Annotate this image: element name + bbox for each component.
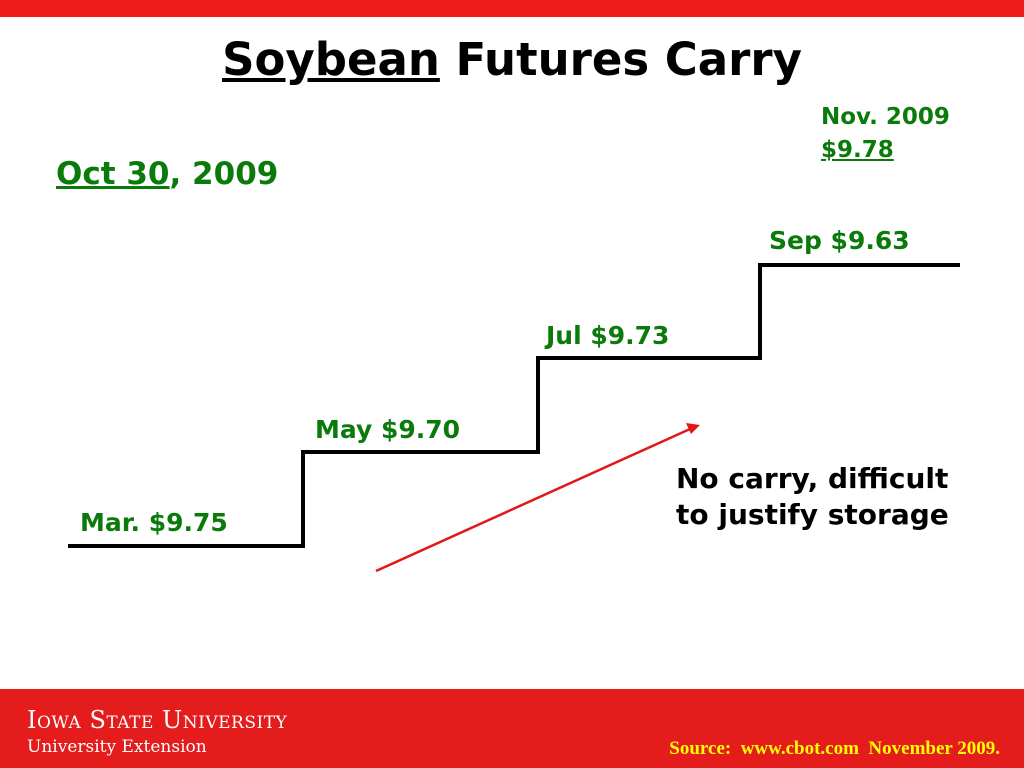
title-rest: Futures Carry bbox=[439, 33, 802, 86]
date-underlined: Oct 30 bbox=[56, 156, 170, 192]
step-label-sep: Sep $9.63 bbox=[769, 226, 910, 255]
price-staircase-line bbox=[68, 263, 960, 548]
trend-arrow-line bbox=[375, 427, 691, 573]
step-label-may: May $9.70 bbox=[315, 415, 461, 444]
carry-note-line1: No carry, difficult bbox=[676, 462, 949, 495]
trend-arrow-head bbox=[686, 423, 700, 434]
carry-note: No carry, difficult to justify storage bbox=[676, 461, 949, 533]
top-red-bar bbox=[0, 0, 1024, 17]
university-extension: University Extension bbox=[27, 737, 207, 757]
title-underlined-word: Soybean bbox=[222, 33, 440, 86]
source-citation: Source: www.cbot.com November 2009. bbox=[669, 738, 1000, 759]
step-label-mar: Mar. $9.75 bbox=[80, 508, 228, 537]
page-title: Soybean Futures Carry bbox=[0, 30, 1024, 90]
nov-value: $9.78 bbox=[821, 137, 894, 163]
university-name: Iowa State University bbox=[27, 706, 288, 734]
carry-note-line2: to justify storage bbox=[676, 498, 949, 531]
nov-label: Nov. 2009 bbox=[821, 104, 950, 130]
step-label-jul: Jul $9.73 bbox=[546, 321, 670, 350]
nov-2009-price: Nov. 2009 $9.78 bbox=[821, 101, 950, 167]
date-year: , 2009 bbox=[169, 156, 279, 192]
date-label: Oct 30, 2009 bbox=[56, 153, 278, 195]
footer-bar bbox=[0, 689, 1024, 768]
